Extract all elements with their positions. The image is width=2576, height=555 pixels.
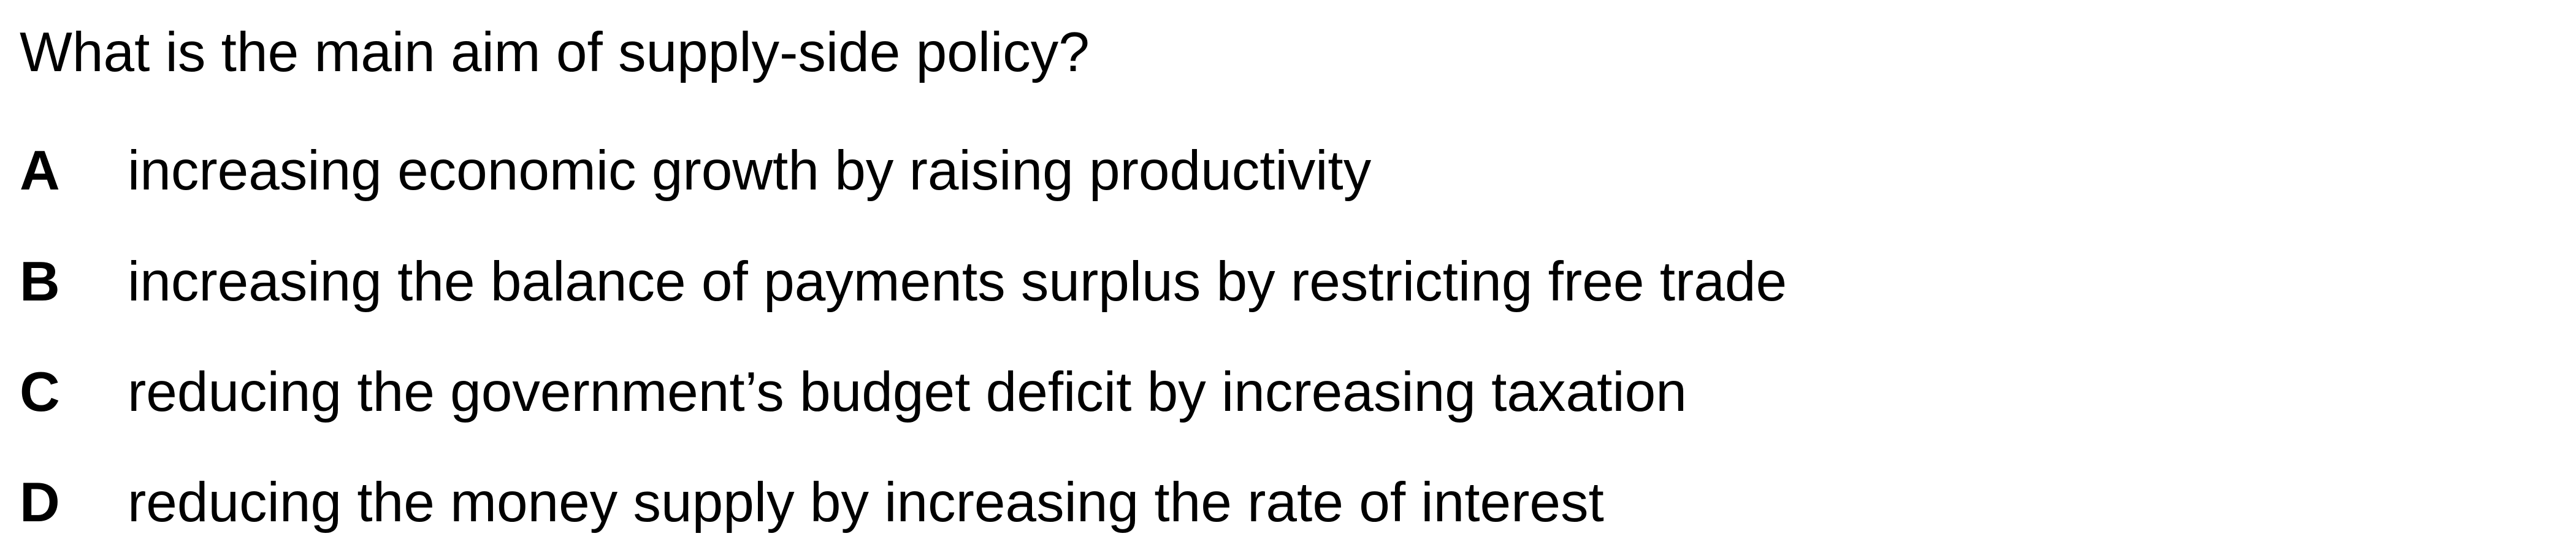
option-text: increasing economic growth by raising pr… — [128, 140, 1372, 202]
option-letter: B — [20, 251, 60, 313]
option-text: reducing the government’s budget deficit… — [128, 361, 1687, 423]
question-text: What is the main aim of supply-side poli… — [20, 21, 1090, 83]
option-text: increasing the balance of payments surpl… — [128, 251, 1787, 313]
option-letter: A — [20, 140, 60, 202]
option-letter: D — [20, 472, 60, 534]
option-text: reducing the money supply by increasing … — [128, 472, 1604, 534]
option-letter: C — [20, 361, 60, 423]
